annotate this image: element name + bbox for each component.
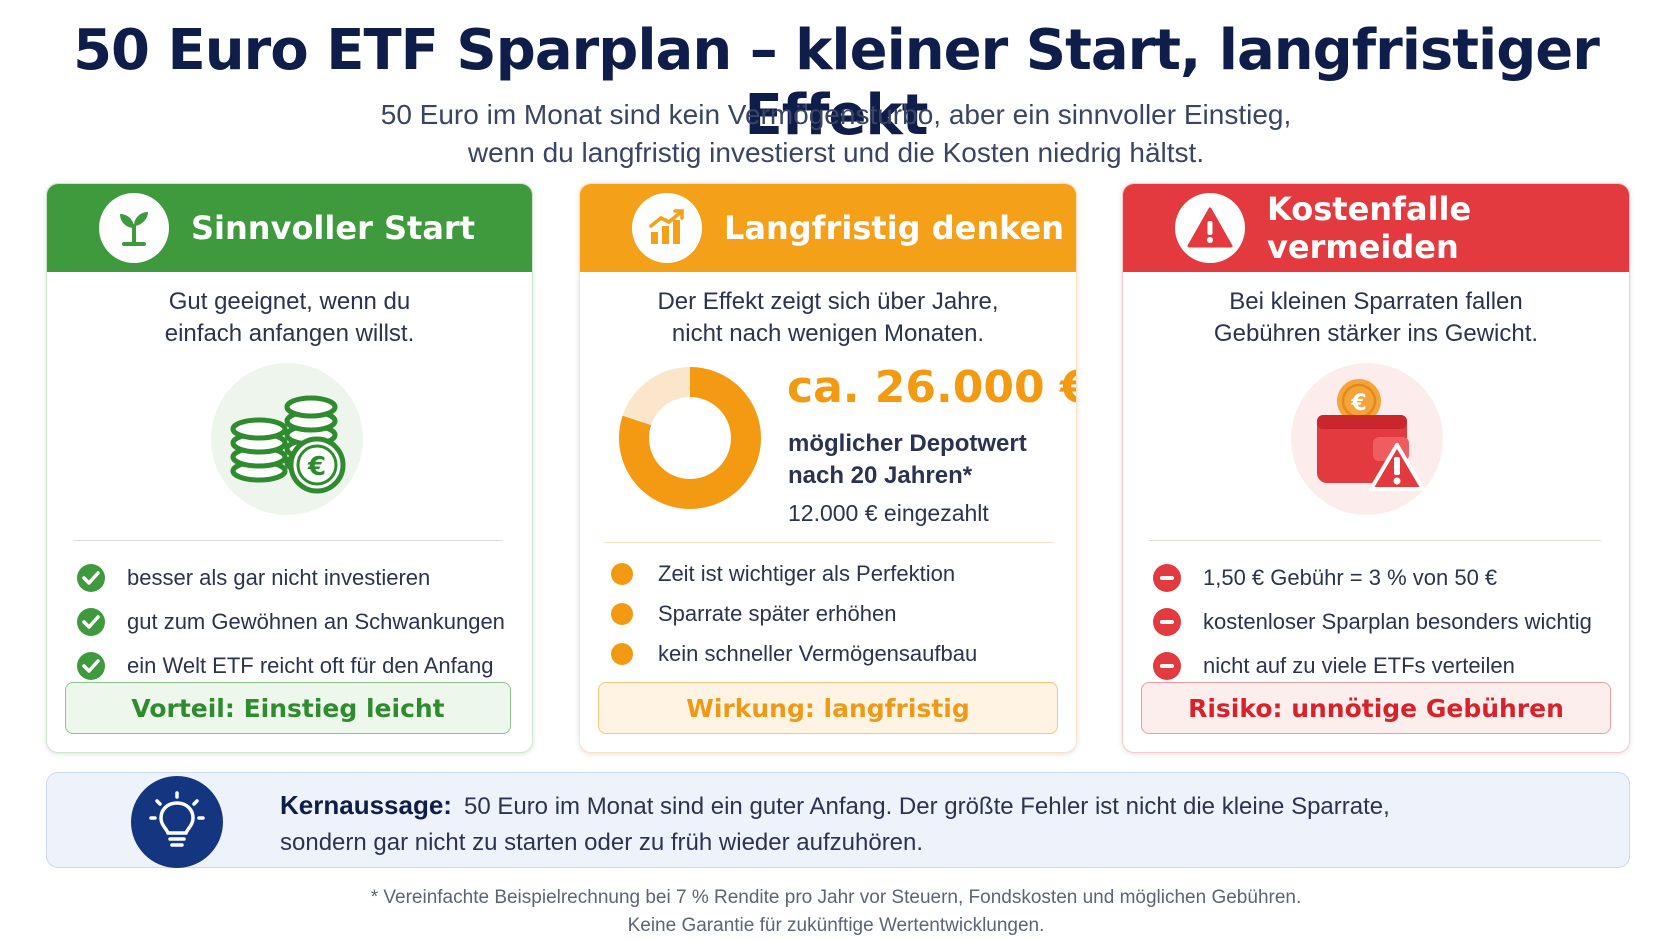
desc-line-1: Bei kleinen Sparraten fallen bbox=[1229, 288, 1523, 315]
bullet-list: 1,50 € Gebühr = 3 % von 50 € kostenloser… bbox=[1153, 556, 1592, 688]
core-label: Kernaussage: bbox=[280, 790, 452, 820]
list-item: Sparrate später erhöhen bbox=[608, 594, 977, 634]
card-header: Sinnvoller Start bbox=[47, 184, 532, 272]
desc-line-1: Gut geeignet, wenn du bbox=[168, 288, 411, 315]
coin-stack-euro-icon: € bbox=[207, 359, 367, 524]
check-icon bbox=[77, 564, 105, 592]
bullet-text: gut zum Gewöhnen an Schwankungen bbox=[127, 609, 505, 634]
card-title: Sinnvoller Start bbox=[191, 209, 475, 247]
bullet-text: Sparrate später erhöhen bbox=[658, 601, 897, 626]
core-statement-box: Kernaussage: 50 Euro im Monat sind ein gu… bbox=[46, 772, 1630, 868]
bullet-list: Zeit ist wichtiger als Perfektion Sparra… bbox=[608, 554, 977, 674]
bullet-text: Zeit ist wichtiger als Perfektion bbox=[658, 561, 956, 586]
risk-tag: Risiko: unnötige Gebühren bbox=[1141, 682, 1611, 734]
card-description: Gut geeignet, wenn du einfach anfangen w… bbox=[47, 286, 532, 350]
card-kostenfalle-vermeiden: Kostenfalle vermeiden Bei kleinen Sparra… bbox=[1122, 183, 1630, 753]
card-divider bbox=[1149, 540, 1601, 541]
core-line-2: sondern gar nicht zu starten oder zu frü… bbox=[280, 829, 924, 856]
svg-text:€: € bbox=[307, 452, 326, 482]
growth-chart-icon bbox=[632, 193, 702, 263]
list-item: 1,50 € Gebühr = 3 % von 50 € bbox=[1153, 556, 1592, 600]
list-item: kostenloser Sparplan besonders wichtig bbox=[1153, 600, 1592, 644]
minus-circle-icon bbox=[1153, 652, 1181, 680]
svg-text:€: € bbox=[1350, 391, 1366, 416]
subtitle-line-2: wenn du langfristig investierst und die … bbox=[467, 137, 1205, 168]
check-icon bbox=[77, 652, 105, 680]
card-title: Kostenfalle vermeiden bbox=[1267, 190, 1472, 266]
desc-line-2: einfach anfangen willst. bbox=[164, 320, 415, 347]
list-item: nicht auf zu viele ETFs verteilen bbox=[1153, 644, 1592, 688]
deposited-amount: 12.000 € eingezahlt bbox=[788, 500, 989, 526]
minus-circle-icon bbox=[1153, 608, 1181, 636]
card-divider bbox=[604, 542, 1054, 543]
list-item: ein Welt ETF reicht oft für den Anfang bbox=[77, 644, 505, 688]
sprout-icon bbox=[99, 193, 169, 263]
bullet-list: besser als gar nicht investieren gut zum… bbox=[77, 556, 505, 688]
donut-value-arc bbox=[619, 367, 761, 509]
depot-value-label: möglicher Depotwert nach 20 Jahren* bbox=[788, 428, 1027, 492]
value-label-line-1: möglicher Depotwert bbox=[788, 430, 1027, 457]
card-divider bbox=[73, 540, 503, 541]
page-subtitle: 50 Euro im Monat sind kein Vermögensturb… bbox=[0, 96, 1672, 172]
bullet-text: 1,50 € Gebühr = 3 % von 50 € bbox=[1203, 565, 1498, 590]
footnote: * Vereinfachte Beispielrechnung bei 7 % … bbox=[0, 884, 1672, 940]
lightbulb-icon bbox=[131, 776, 223, 868]
card-langfristig-denken: Langfristig denken Der Effekt zeigt sich… bbox=[579, 183, 1077, 753]
desc-line-2: nicht nach wenigen Monaten. bbox=[671, 320, 985, 347]
effect-tag: Wirkung: langfristig bbox=[598, 682, 1058, 734]
list-item: Zeit ist wichtiger als Perfektion bbox=[608, 554, 977, 594]
card-header: Langfristig denken bbox=[580, 184, 1076, 272]
advantage-tag: Vorteil: Einstieg leicht bbox=[65, 682, 511, 734]
bullet-text: ein Welt ETF reicht oft für den Anfang bbox=[127, 653, 494, 678]
card-title: Langfristig denken bbox=[724, 209, 1064, 247]
bullet-text: besser als gar nicht investieren bbox=[127, 565, 431, 590]
subtitle-line-1: 50 Euro im Monat sind kein Vermögensturb… bbox=[380, 99, 1292, 130]
dot-icon bbox=[608, 600, 636, 628]
desc-line-1: Der Effekt zeigt sich über Jahre, bbox=[657, 288, 999, 315]
card-sinnvoller-start: Sinnvoller Start Gut geeignet, wenn du e… bbox=[46, 183, 533, 753]
depot-donut-chart bbox=[616, 364, 764, 517]
warning-icon bbox=[1175, 193, 1245, 263]
value-label-line-2: nach 20 Jahren* bbox=[788, 462, 973, 489]
dot-icon bbox=[608, 560, 636, 588]
bullet-text: nicht auf zu viele ETFs verteilen bbox=[1203, 653, 1515, 678]
card-header: Kostenfalle vermeiden bbox=[1123, 184, 1629, 272]
core-statement-text: Kernaussage: 50 Euro im Monat sind ein gu… bbox=[280, 787, 1600, 861]
page-title: 50 Euro ETF Sparplan – kleiner Start, la… bbox=[73, 18, 1600, 148]
footnote-line-1: * Vereinfachte Beispielrechnung bei 7 % … bbox=[370, 887, 1302, 908]
desc-line-2: Gebühren stärker ins Gewicht. bbox=[1213, 320, 1539, 347]
list-item: besser als gar nicht investieren bbox=[77, 556, 505, 600]
footnote-line-2: Keine Garantie für zukünftige Wertentwic… bbox=[627, 915, 1045, 936]
card-description: Bei kleinen Sparraten fallen Gebühren st… bbox=[1123, 286, 1629, 350]
depot-value: ca. 26.000 € bbox=[787, 362, 1077, 413]
minus-circle-icon bbox=[1153, 564, 1181, 592]
bullet-text: kostenloser Sparplan besonders wichtig bbox=[1203, 609, 1592, 634]
check-icon bbox=[77, 608, 105, 636]
wallet-warning-icon: € bbox=[1287, 359, 1447, 524]
list-item: gut zum Gewöhnen an Schwankungen bbox=[77, 600, 505, 644]
bullet-text: kein schneller Vermögensaufbau bbox=[658, 641, 978, 666]
list-item: kein schneller Vermögensaufbau bbox=[608, 634, 977, 674]
core-line-1: 50 Euro im Monat sind ein guter Anfang. … bbox=[463, 793, 1390, 820]
dot-icon bbox=[608, 640, 636, 668]
card-description: Der Effekt zeigt sich über Jahre, nicht … bbox=[580, 286, 1076, 350]
